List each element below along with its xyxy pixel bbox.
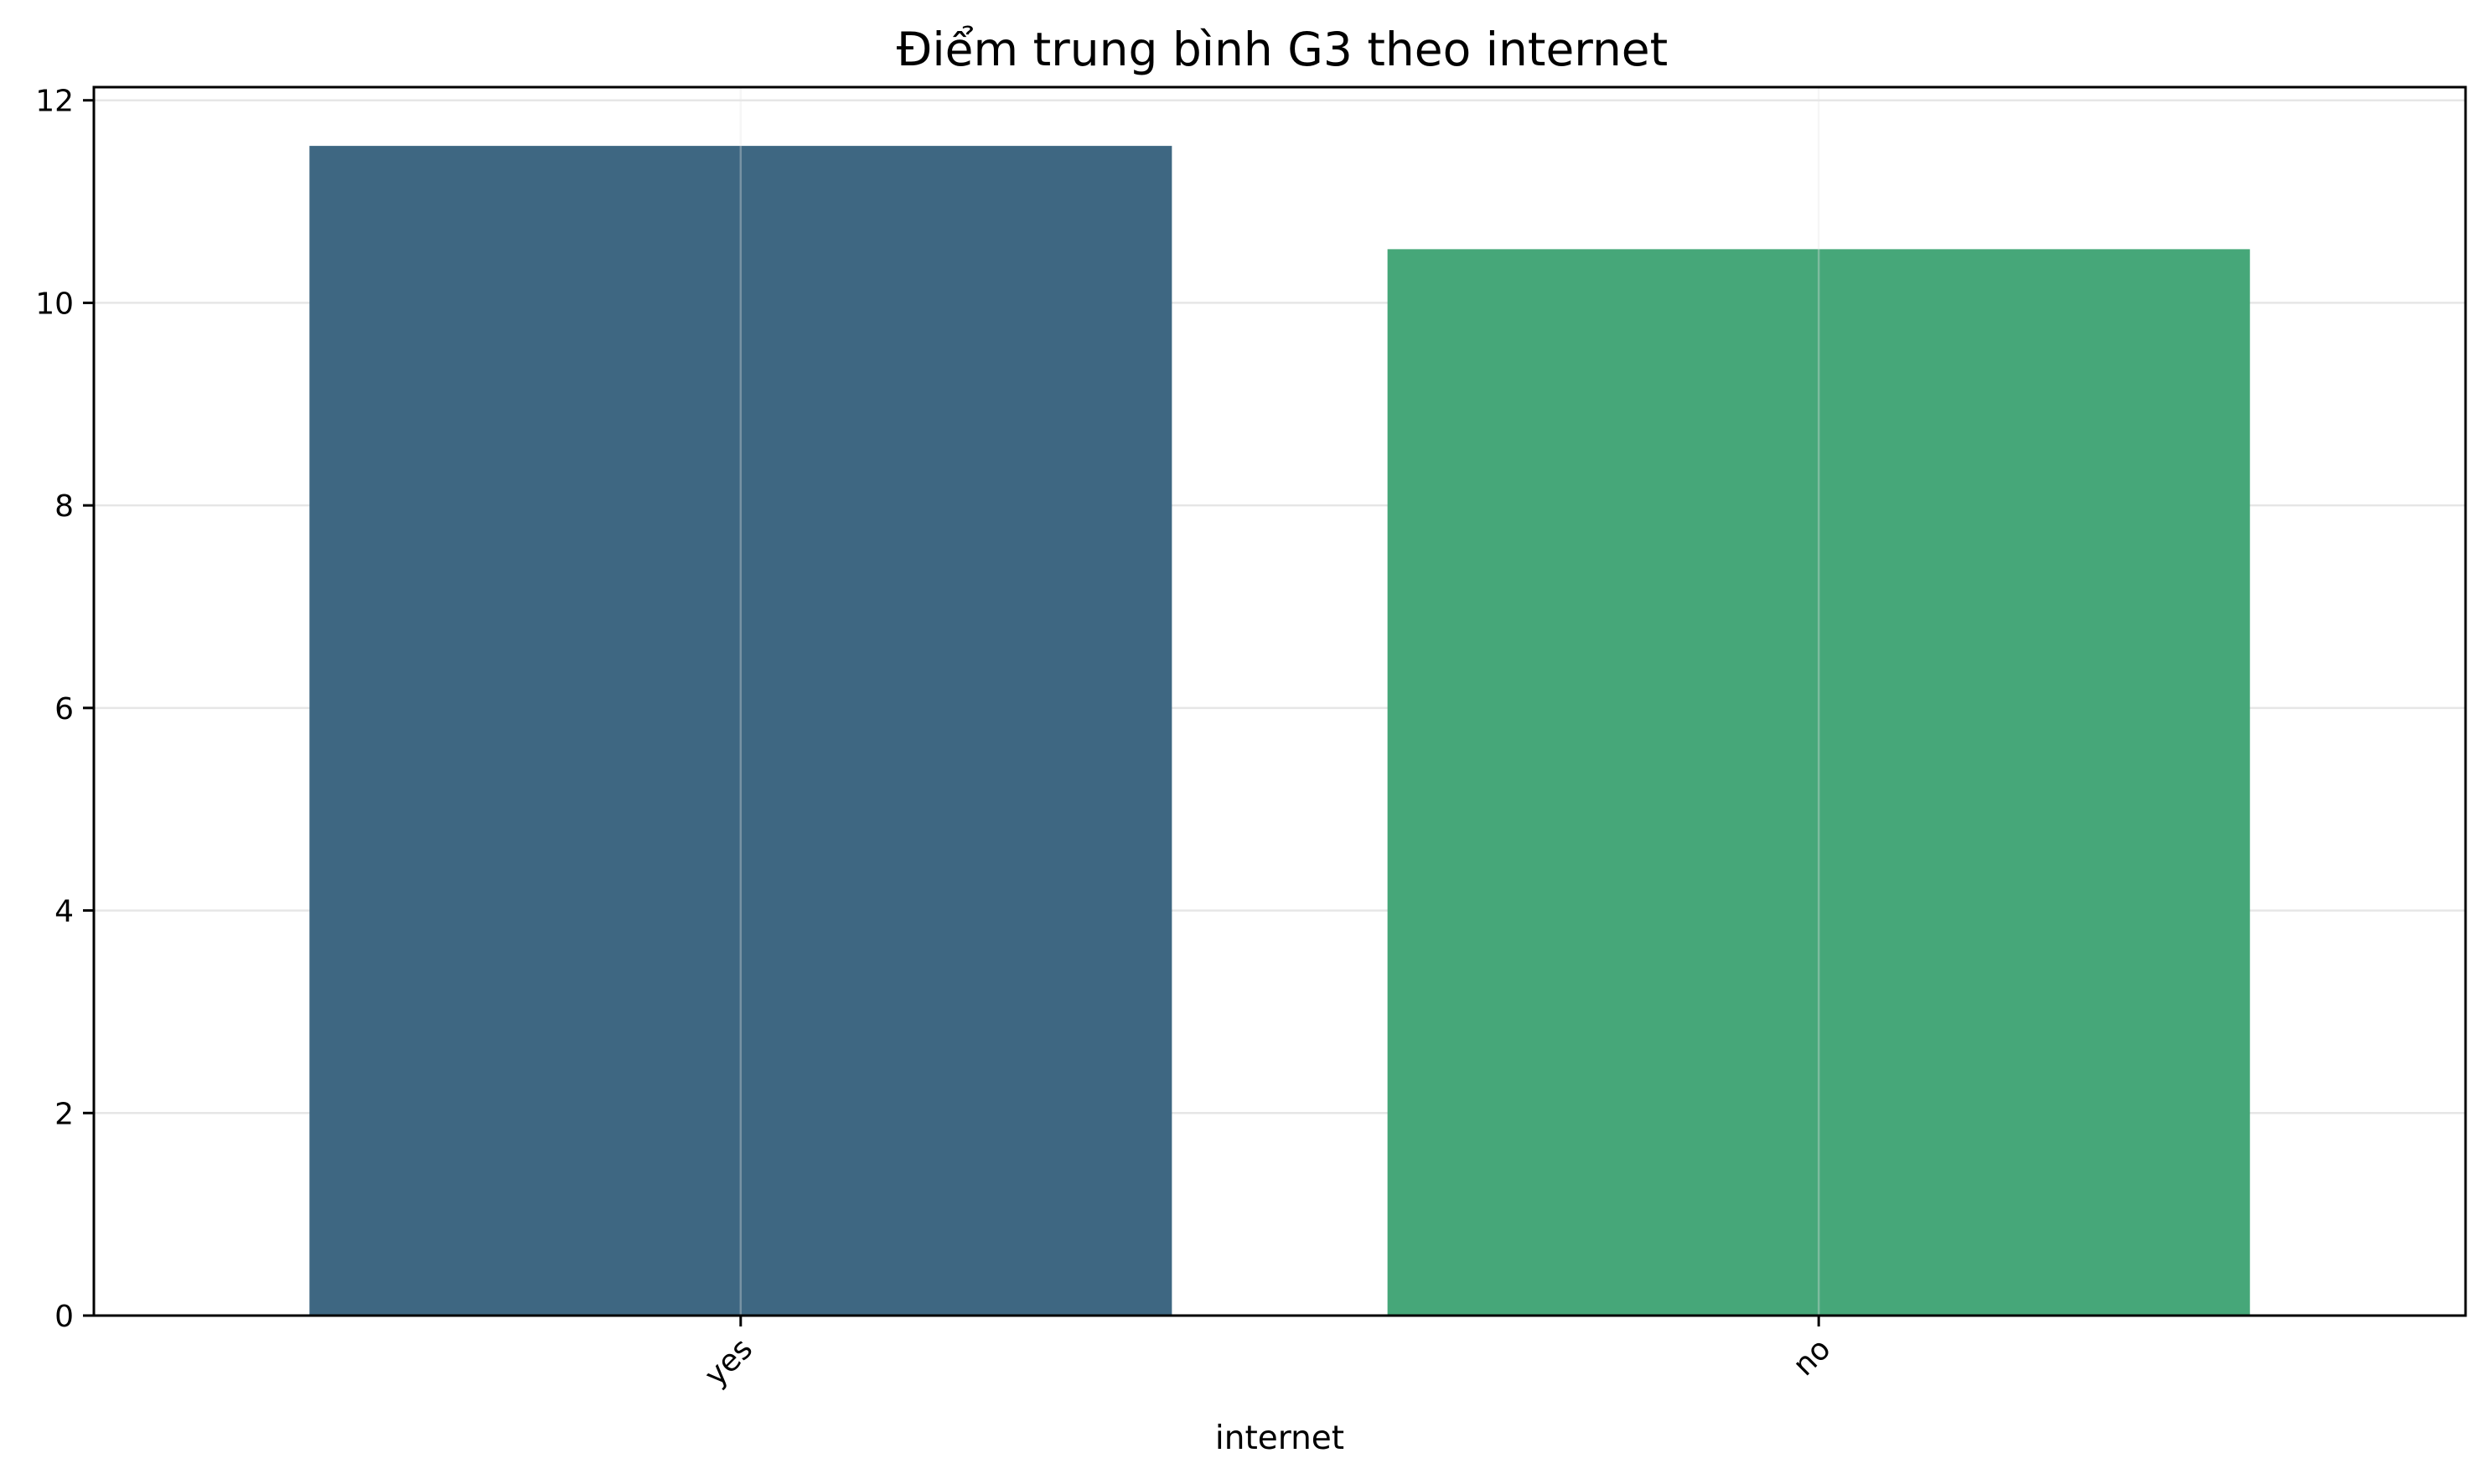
bar-no bbox=[1387, 249, 2250, 1316]
x-axis-ticks: yes no bbox=[698, 1316, 1838, 1393]
bars-layer bbox=[309, 146, 2250, 1316]
y-axis-ticks: 0 2 4 6 8 10 12 bbox=[35, 85, 94, 1334]
x-tick-label: yes bbox=[698, 1331, 759, 1393]
y-tick-label: 12 bbox=[35, 85, 74, 119]
bar-yes bbox=[309, 146, 1172, 1316]
y-tick-label: 8 bbox=[54, 489, 74, 524]
vertical-grid-layer bbox=[739, 87, 1820, 1316]
chart-title: Điểm trung bình G3 theo internet bbox=[897, 23, 1668, 76]
y-tick-label: 0 bbox=[54, 1300, 74, 1334]
y-tick-label: 6 bbox=[54, 692, 74, 726]
y-tick-label: 10 bbox=[35, 287, 74, 321]
x-tick-label: no bbox=[1787, 1331, 1838, 1383]
y-tick-label: 2 bbox=[54, 1097, 74, 1131]
x-axis-label: internet bbox=[1215, 1419, 1344, 1457]
plot-frame bbox=[92, 85, 2467, 1317]
y-tick-label: 4 bbox=[54, 895, 74, 929]
